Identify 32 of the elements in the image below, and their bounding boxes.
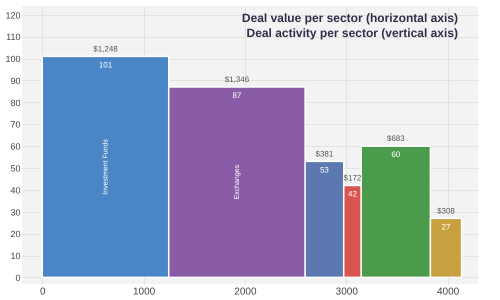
y-tick-label: 30	[10, 207, 20, 218]
y-tick-label: 40	[10, 185, 20, 196]
chart-title: Deal value per sector (horizontal axis)	[242, 11, 458, 25]
y-tick-label: 20	[10, 229, 20, 240]
annotation: $172	[344, 173, 362, 182]
annotation: $1,346	[224, 74, 250, 84]
x-tick-label: 1000	[132, 286, 156, 298]
data-label: 60	[391, 150, 401, 160]
x-tick-label: 2000	[234, 286, 257, 298]
x-tick-label: 0	[40, 286, 46, 298]
y-tick-label: 80	[10, 98, 20, 108]
annotation: $683	[386, 134, 406, 144]
data-label: 101	[98, 60, 113, 70]
annotation: $308	[437, 206, 456, 216]
y-tick-label: 120	[5, 10, 20, 20]
data-label: 27	[442, 222, 451, 232]
y-tick-label: 50	[10, 163, 20, 174]
y-tick-label: 100	[5, 54, 20, 64]
x-tick-label: 3000	[336, 286, 358, 298]
data-label: 53	[320, 165, 330, 174]
annotation: $1,248	[93, 44, 118, 54]
y-tick-label: 60	[10, 142, 20, 152]
data-label: 42	[348, 189, 358, 198]
data-label: 87	[232, 90, 242, 100]
y-tick-label: 0	[15, 272, 20, 283]
y-tick-label: 90	[10, 76, 20, 86]
x-tick-label: 4000	[436, 286, 460, 298]
y-tick-label: 110	[6, 32, 20, 42]
text: Deal activity per sector (vertical axis)	[246, 26, 458, 40]
y-tick-label: 70	[10, 120, 20, 130]
y-tick-label: 10	[10, 251, 20, 262]
annotation: $381	[316, 149, 334, 158]
